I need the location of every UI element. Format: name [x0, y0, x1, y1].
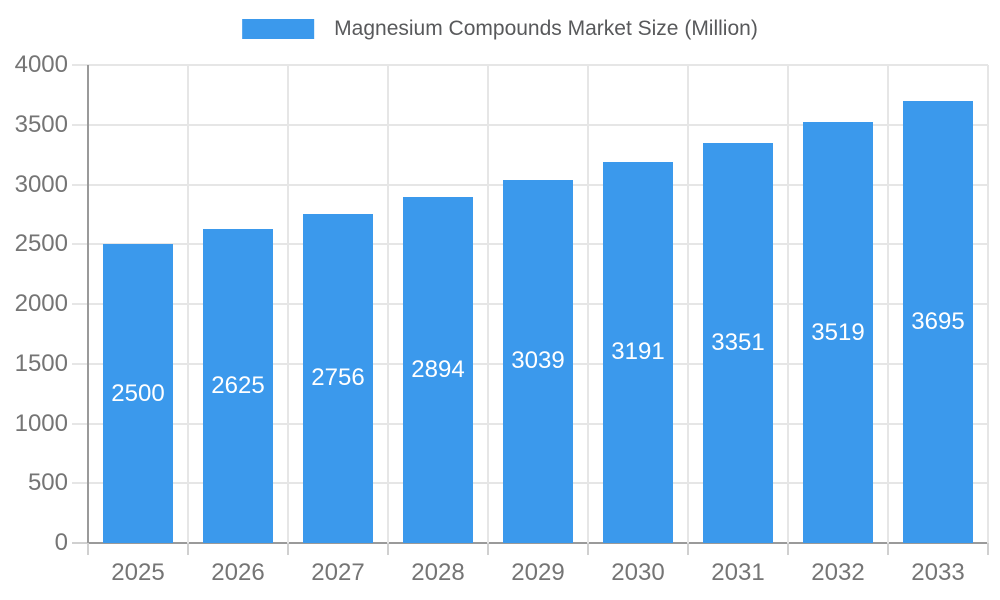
x-gridline — [587, 65, 589, 543]
x-tick — [987, 543, 989, 555]
y-axis-label: 0 — [54, 529, 68, 556]
legend-series-label: Magnesium Compounds Market Size (Million… — [334, 17, 758, 40]
bar-value-label: 3191 — [611, 338, 665, 366]
x-gridline — [687, 65, 689, 543]
x-tick — [587, 543, 589, 555]
y-axis-label: 2000 — [14, 290, 68, 317]
y-axis-label: 2500 — [14, 230, 68, 258]
bar-value-label: 3519 — [811, 318, 865, 346]
x-gridline — [387, 65, 389, 543]
bar-value-label: 2625 — [211, 372, 265, 400]
bar-value-label: 2756 — [311, 364, 365, 392]
x-axis-label: 2028 — [411, 559, 465, 586]
y-axis-label: 4000 — [14, 51, 68, 78]
y-axis-line — [87, 65, 89, 543]
y-tick — [72, 542, 88, 544]
x-gridline — [787, 65, 789, 543]
x-tick — [487, 543, 489, 555]
bar-value-label: 3695 — [911, 308, 965, 336]
x-gridline — [487, 65, 489, 543]
x-axis-label: 2027 — [311, 559, 365, 586]
x-axis-line — [88, 542, 988, 544]
x-axis-label: 2032 — [811, 559, 865, 586]
bar-2033[interactable]: 3695 — [903, 101, 973, 543]
x-tick — [287, 543, 289, 555]
legend[interactable]: Magnesium Compounds Market Size (Million… — [242, 17, 758, 41]
x-axis-label: 2025 — [111, 559, 165, 586]
x-gridline — [287, 65, 289, 543]
bar-value-label: 3039 — [511, 347, 565, 375]
bar-value-label: 2500 — [111, 379, 165, 407]
x-tick — [87, 543, 89, 555]
x-axis-label: 2029 — [511, 559, 565, 586]
y-axis-label: 1000 — [14, 409, 68, 437]
y-axis-label: 3000 — [14, 170, 68, 198]
x-axis-label: 2026 — [211, 559, 265, 586]
x-tick — [187, 543, 189, 555]
bar-2032[interactable]: 3519 — [803, 122, 873, 543]
x-gridline — [887, 65, 889, 543]
x-axis-label: 2031 — [711, 559, 765, 586]
x-tick — [687, 543, 689, 555]
x-tick — [787, 543, 789, 555]
x-axis-label: 2030 — [611, 559, 665, 586]
bar-2030[interactable]: 3191 — [603, 161, 673, 543]
bar-2028[interactable]: 2894 — [403, 197, 473, 543]
x-tick — [887, 543, 889, 555]
y-axis-label: 1500 — [14, 349, 68, 377]
y-axis-label: 3500 — [14, 110, 68, 138]
y-gridline — [72, 123, 988, 126]
x-gridline — [987, 65, 989, 543]
x-axis-label: 2033 — [911, 559, 965, 586]
x-tick — [387, 543, 389, 555]
bar-value-label: 2894 — [411, 356, 465, 384]
x-gridline — [187, 65, 189, 543]
bar-2029[interactable]: 3039 — [503, 179, 573, 543]
bar-2027[interactable]: 2756 — [303, 213, 373, 543]
y-gridline — [72, 64, 988, 66]
legend-swatch-icon — [242, 19, 315, 39]
bar-2031[interactable]: 3351 — [703, 142, 773, 543]
y-axis-label: 500 — [27, 469, 68, 497]
bar-value-label: 3351 — [711, 328, 765, 356]
bar-2025[interactable]: 2500 — [103, 244, 173, 543]
bar-2026[interactable]: 2625 — [203, 229, 273, 543]
